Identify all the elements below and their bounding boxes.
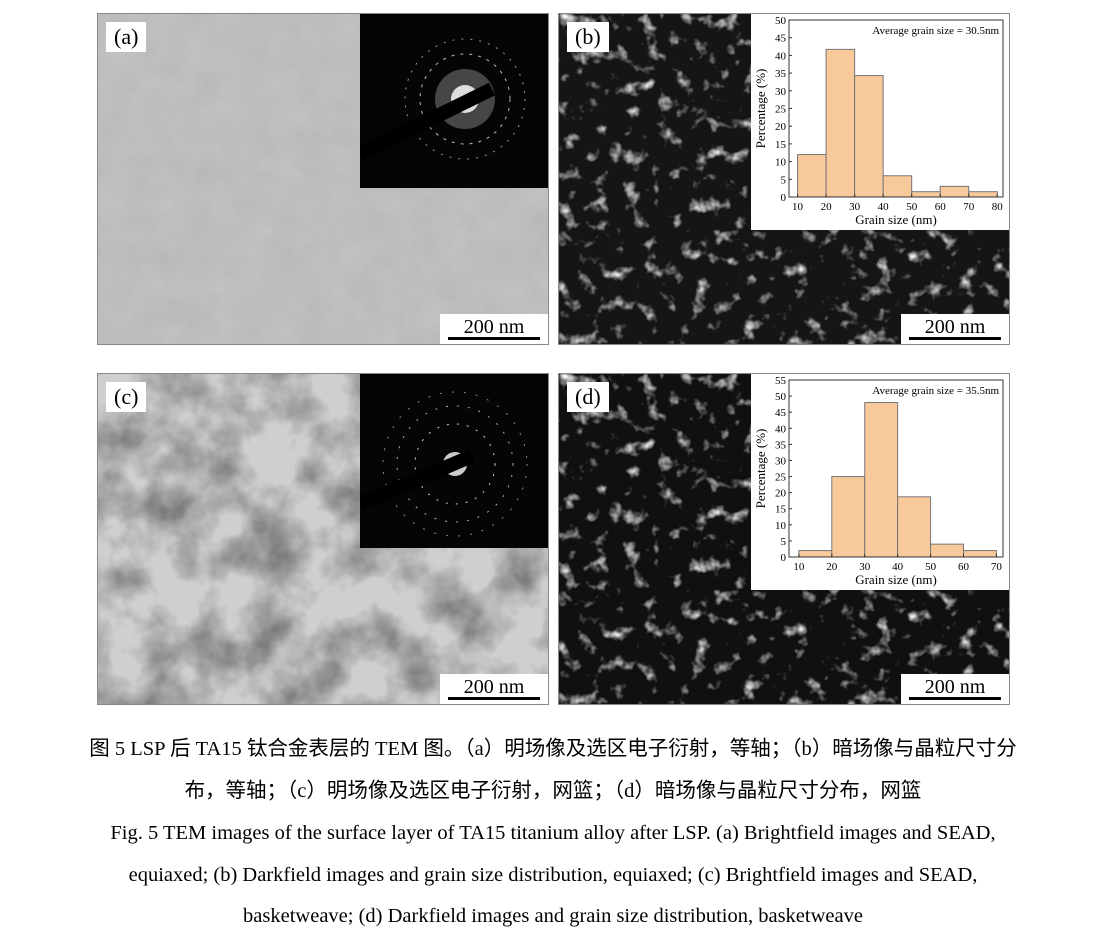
y-tick-label: 0	[781, 552, 787, 564]
y-tick-label: 25	[775, 472, 787, 484]
panel-label: (b)	[567, 22, 609, 52]
histogram-bar	[911, 191, 941, 198]
x-tick-label: 70	[991, 561, 1003, 573]
grain-size-histogram-b: 0 5 10 15 20 25 30 35 40 45 50 10 20 30 40 50 60 70 80 Grai…	[751, 14, 1009, 230]
y-tick-label: 20	[775, 121, 787, 133]
y-axis-label: Percentage (%)	[753, 69, 768, 149]
histogram-bar	[825, 48, 856, 198]
saed-pattern	[356, 14, 548, 188]
x-tick-label: 40	[892, 561, 904, 573]
x-tick-label: 50	[906, 201, 918, 213]
y-tick-label: 25	[775, 104, 787, 116]
y-tick-label: 15	[775, 504, 787, 516]
histogram-bar	[930, 543, 964, 558]
y-tick-label: 40	[775, 423, 787, 435]
histogram-bar	[897, 496, 932, 558]
x-tick-label: 10	[792, 201, 804, 213]
y-tick-label: 20	[775, 488, 787, 500]
scale-bar: 200 nm	[901, 314, 1009, 344]
x-tick-label: 20	[821, 201, 833, 213]
y-tick-label: 0	[781, 192, 787, 204]
y-tick-label: 35	[775, 439, 787, 451]
grain-size-histogram-d: 0 5 10 15 20 25 30 35 40 45 50 55 10 20 30 40 50 60 70 Grai…	[751, 374, 1009, 590]
y-tick-label: 5	[781, 174, 787, 186]
scale-bar: 200 nm	[901, 674, 1009, 704]
x-tick-label: 60	[935, 201, 947, 213]
y-tick-label: 10	[775, 157, 787, 169]
histogram-bar	[939, 185, 970, 198]
caption-zh-line1: 图 5 LSP 后 TA15 钛合金表层的 TEM 图。（a）明场像及选区电子衍…	[89, 738, 1017, 760]
caption-zh-line2: 布，等轴；（c）明场像及选区电子衍射，网篮；（d）暗场像与晶粒尺寸分布，网篮	[184, 780, 922, 802]
histogram-bar	[798, 550, 833, 558]
x-tick-label: 60	[958, 561, 970, 573]
y-tick-label: 50	[775, 15, 787, 27]
scale-bar: 200 nm	[440, 674, 548, 704]
panel-label: (c)	[106, 382, 147, 412]
histogram-bar	[962, 550, 997, 558]
average-grain-size-annotation: Average grain size = 30.5nm	[872, 25, 999, 37]
x-tick-label: 30	[849, 201, 861, 213]
x-axis-label: Grain size (nm)	[855, 572, 937, 587]
histogram-bar	[968, 191, 998, 198]
x-tick-label: 70	[963, 201, 975, 213]
x-tick-label: 80	[992, 201, 1004, 213]
caption-en-line1: Fig. 5 TEM images of the surface layer o…	[110, 822, 996, 844]
plot-frame	[788, 379, 1004, 558]
scale-bar: 200 nm	[440, 314, 548, 344]
histogram-bar	[854, 75, 884, 198]
y-tick-label: 45	[775, 33, 787, 45]
saed-pattern	[357, 374, 548, 548]
y-tick-label: 15	[775, 139, 787, 151]
x-tick-label: 30	[859, 561, 871, 573]
y-tick-label: 40	[775, 50, 787, 62]
panel-a-brightfield: (a) 200 nm	[97, 13, 549, 345]
y-tick-label: 45	[775, 407, 787, 419]
histogram-bar	[882, 175, 913, 198]
x-tick-label: 20	[826, 561, 838, 573]
y-tick-label: 30	[775, 455, 787, 467]
y-axis-label: Percentage (%)	[753, 429, 768, 509]
panel-label: (a)	[106, 22, 147, 52]
panel-d-darkfield: (d) 0 5 10 15 20 25 30 35 40 45 50 55 10 20 30 40 50 60 70…	[558, 373, 1010, 705]
panel-b-darkfield: (b) 0 5 10 15 20 25 30 35 40 45 50 10 20 30 40 50 60 70 80…	[558, 13, 1010, 345]
y-tick-label: 55	[775, 375, 787, 387]
caption-en-line2: equiaxed; (b) Darkfield images and grain…	[128, 864, 978, 886]
average-grain-size-annotation: Average grain size = 35.5nm	[872, 385, 999, 397]
x-axis-label: Grain size (nm)	[855, 212, 937, 227]
histogram-bar	[797, 154, 827, 198]
y-tick-label: 50	[775, 391, 787, 403]
y-tick-label: 35	[775, 68, 787, 80]
y-tick-label: 5	[781, 536, 787, 548]
x-tick-label: 50	[925, 561, 937, 573]
y-tick-label: 30	[775, 86, 787, 98]
histogram-bar	[864, 402, 899, 558]
panel-c-brightfield: (c) 200 nm	[97, 373, 549, 705]
x-tick-label: 40	[878, 201, 890, 213]
histogram-bar	[831, 476, 866, 558]
panel-label: (d)	[567, 382, 609, 412]
x-tick-label: 10	[793, 561, 805, 573]
caption-en-line3: basketweave; (d) Darkfield images and gr…	[243, 905, 863, 927]
y-tick-label: 10	[775, 520, 787, 532]
